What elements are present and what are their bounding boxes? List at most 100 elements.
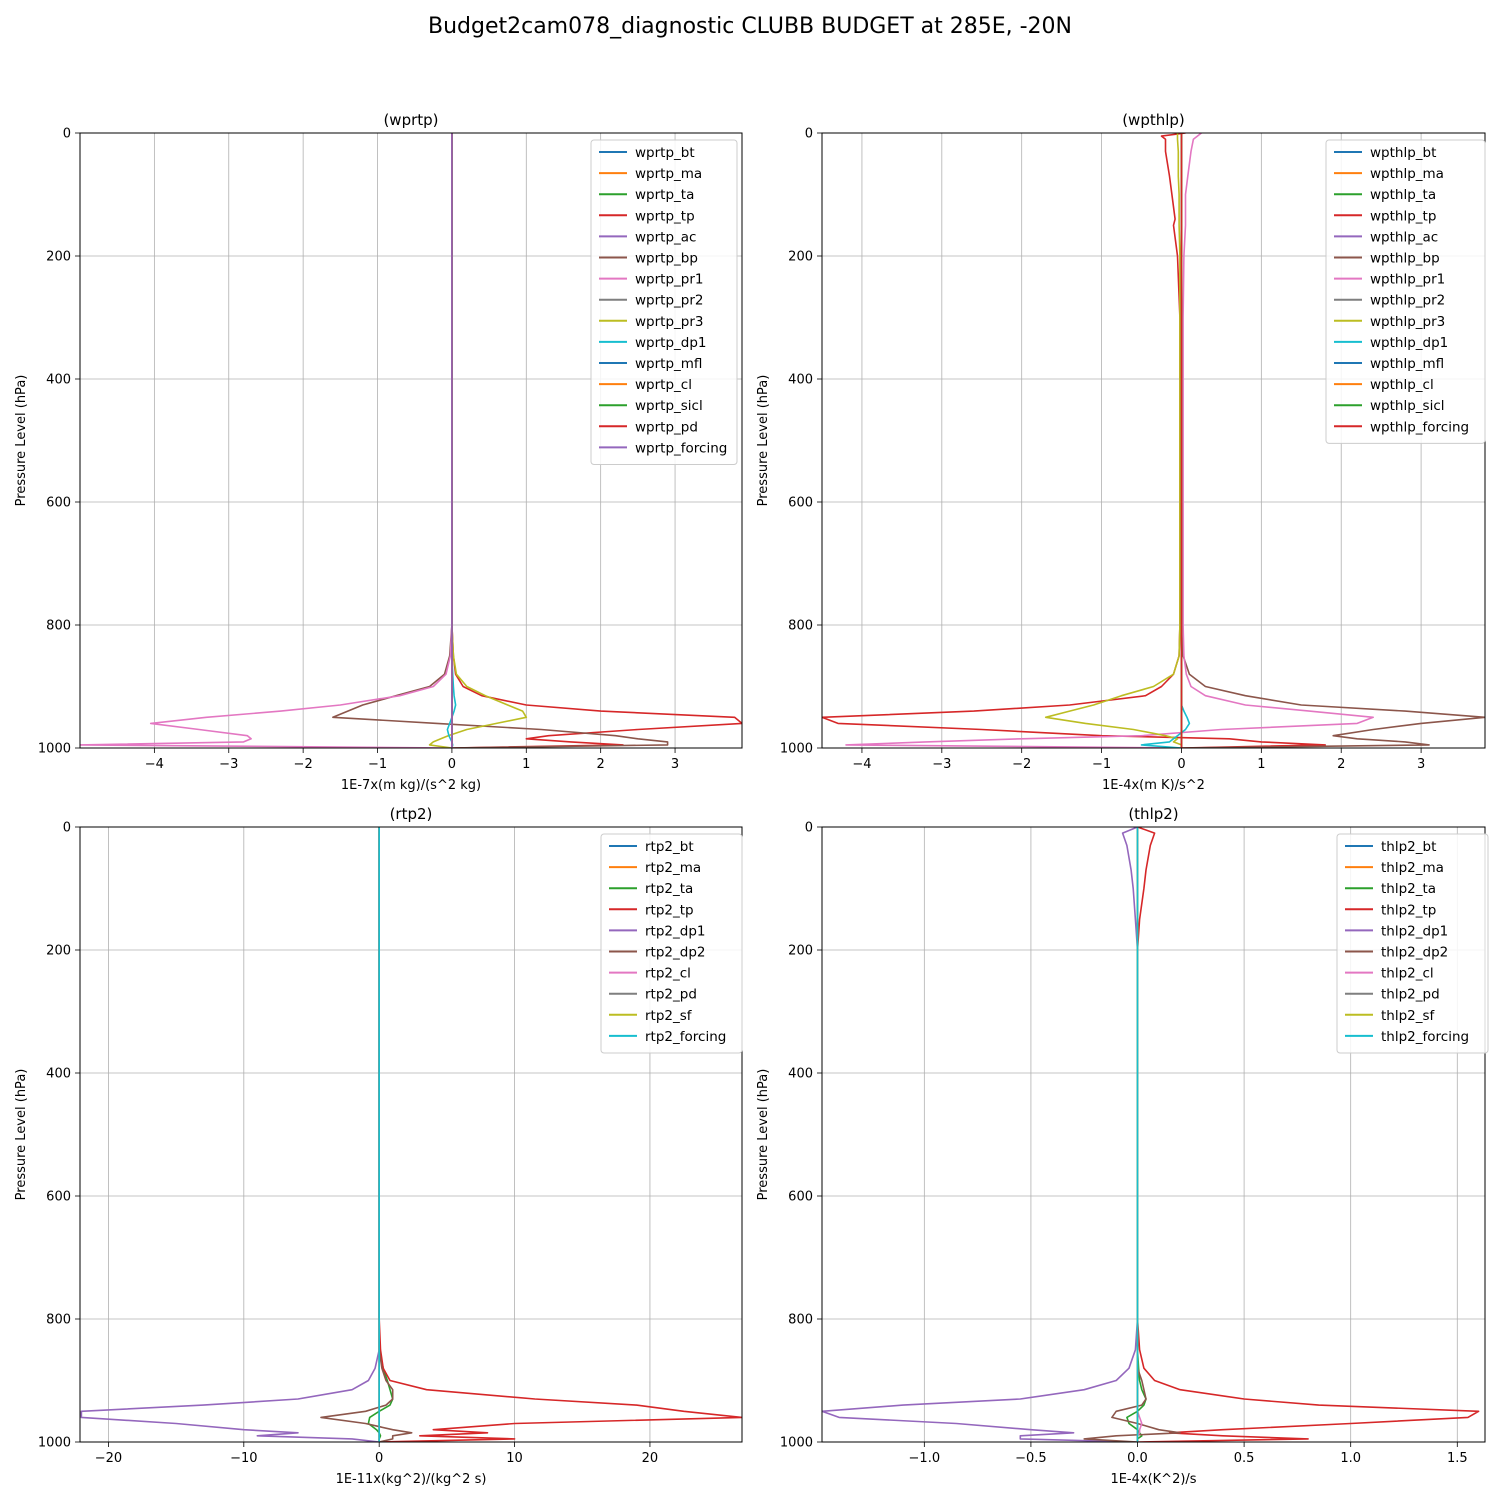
chart-panel-0: −4 −3 −2 −1 0 1 2 3 0 200 400 600 800 1000 (wprtp) 1E-7… [14, 111, 743, 793]
legend-label: wpthlp_dp1 [1370, 335, 1448, 351]
y-tick-label: 1000 [780, 742, 813, 757]
plot-frame [79, 826, 743, 1443]
chart-panel-1: −4 −3 −2 −1 0 1 2 3 0 200 400 600 800 1000 (wpthlp) 1E-… [756, 111, 1486, 793]
legend-label: wprtp_bp [635, 251, 698, 267]
chart-panel-2: −20 −10 0 10 2002004006008001000(rtp2)1E-11x… [14, 805, 743, 1487]
x-tick-label: 1.0 [1340, 1451, 1361, 1466]
x-tick-label: 0 [448, 757, 456, 772]
legend-label: thlp2_pd [1381, 987, 1440, 1003]
y-tick-label: 800 [46, 1313, 71, 1328]
x-tick-label: 0 [1177, 757, 1185, 772]
legend-label: rtp2_dp2 [645, 945, 705, 961]
legend-label: wprtp_mfl [635, 356, 702, 372]
legend-label: wprtp_pd [635, 419, 698, 435]
y-axis-label: Pressure Level (hPa) [756, 1069, 771, 1201]
legend-label: thlp2_ta [1381, 881, 1436, 897]
legend-label: wprtp_cl [635, 377, 692, 393]
legend-label: wpthlp_mfl [1370, 356, 1444, 372]
y-tick-label: 0 [805, 821, 813, 836]
y-tick-label: 400 [46, 373, 71, 388]
x-tick-label: 10 [506, 1451, 523, 1466]
legend-label: wpthlp_ma [1370, 166, 1444, 182]
y-tick-label: 200 [46, 250, 71, 265]
legend-box [590, 139, 738, 465]
series-line-wpthlp_pr3 [1044, 133, 1183, 748]
y-axis-label: Pressure Level (hPa) [14, 375, 29, 507]
series-line-rtp2_dp1 [80, 827, 381, 1442]
x-tick-label: 2 [1337, 757, 1345, 772]
y-tick-label: 0 [63, 821, 71, 836]
series-group [80, 133, 742, 748]
x-tick-label: −2 [1012, 757, 1031, 772]
legend-label: rtp2_bt [645, 839, 694, 855]
x-tick-label: −1 [1092, 757, 1111, 772]
legend-label: wprtp_forcing [635, 440, 727, 456]
x-axis-label: 1E-4x(K^2)/s [1110, 1472, 1196, 1487]
x-tick-label: 0.0 [1127, 1451, 1148, 1466]
x-tick-label: 2 [597, 757, 605, 772]
plot-frame [821, 826, 1486, 1443]
chart-title: (rtp2) [390, 805, 433, 823]
x-tick-label: 1.5 [1447, 1451, 1468, 1466]
legend-label: thlp2_ma [1381, 860, 1444, 876]
legend-label: wpthlp_sicl [1370, 398, 1445, 414]
legend-label: rtp2_pd [645, 987, 697, 1003]
y-tick-label: 600 [788, 1190, 813, 1205]
legend-label: wpthlp_pr3 [1370, 314, 1445, 330]
legend-label: wpthlp_pr1 [1370, 272, 1445, 288]
x-axis-label: 1E-11x(kg^2)/(kg^2 s) [336, 1472, 487, 1487]
legend-label: thlp2_forcing [1381, 1029, 1469, 1045]
y-tick-label: 1000 [38, 742, 71, 757]
legend-label: wprtp_tp [635, 208, 695, 224]
x-tick-label: 1 [522, 757, 530, 772]
series-group [822, 827, 1480, 1442]
series-group [80, 827, 742, 1442]
x-tick-label: 0.5 [1234, 1451, 1255, 1466]
legend-label: wprtp_bt [635, 145, 695, 161]
series-line-rtp2_dp2 [320, 827, 413, 1442]
x-tick-label: −3 [932, 757, 951, 772]
legend-label: rtp2_cl [645, 966, 691, 982]
y-axis-label: Pressure Level (hPa) [756, 375, 771, 507]
chart-title: (wpthlp) [1122, 111, 1185, 129]
y-tick-label: 800 [788, 1313, 813, 1328]
series-line-wprtp_pr3 [428, 133, 528, 748]
series-line-thlp2_tp [1136, 827, 1480, 1442]
y-tick-label: 600 [788, 496, 813, 511]
legend-label: rtp2_forcing [645, 1029, 726, 1045]
legend-label: rtp2_dp1 [645, 923, 705, 939]
legend-label: wpthlp_bt [1370, 145, 1436, 161]
legend-label: rtp2_ma [645, 860, 701, 876]
y-tick-label: 800 [46, 619, 71, 634]
legend-label: wprtp_pr2 [635, 293, 703, 309]
legend-label: rtp2_sf [645, 1008, 693, 1024]
series-line-wpthlp_tp [822, 133, 1326, 748]
legend-label: wpthlp_ta [1370, 187, 1436, 203]
legend-label: wprtp_pr1 [635, 272, 703, 288]
legend-label: thlp2_bt [1381, 839, 1436, 855]
legend-label: wprtp_ac [635, 229, 696, 245]
y-tick-label: 800 [788, 619, 813, 634]
x-tick-label: −1 [368, 757, 387, 772]
series-group [822, 133, 1485, 748]
x-tick-label: −2 [294, 757, 313, 772]
legend-label: thlp2_dp1 [1381, 923, 1448, 939]
legend-label: thlp2_dp2 [1381, 945, 1448, 961]
legend-label: wprtp_dp1 [635, 335, 707, 351]
series-line-wprtp_pr1 [80, 133, 453, 748]
y-tick-label: 400 [46, 1067, 71, 1082]
x-tick-label: 20 [642, 1451, 659, 1466]
plot-frame [79, 132, 743, 749]
chart-title: (thlp2) [1128, 805, 1178, 823]
legend-label: thlp2_sf [1381, 1008, 1436, 1024]
x-tick-label: −3 [219, 757, 238, 772]
legend-label: wpthlp_forcing [1370, 419, 1469, 435]
legend-label: thlp2_tp [1381, 902, 1436, 918]
y-tick-label: 0 [63, 127, 71, 142]
chart-title: (wprtp) [383, 111, 438, 129]
y-tick-label: 0 [805, 127, 813, 142]
page-title: Budget2cam078_diagnostic CLUBB BUDGET at… [427, 14, 1073, 39]
legend-label: rtp2_ta [645, 881, 693, 897]
legend-label: wpthlp_ac [1370, 229, 1438, 245]
